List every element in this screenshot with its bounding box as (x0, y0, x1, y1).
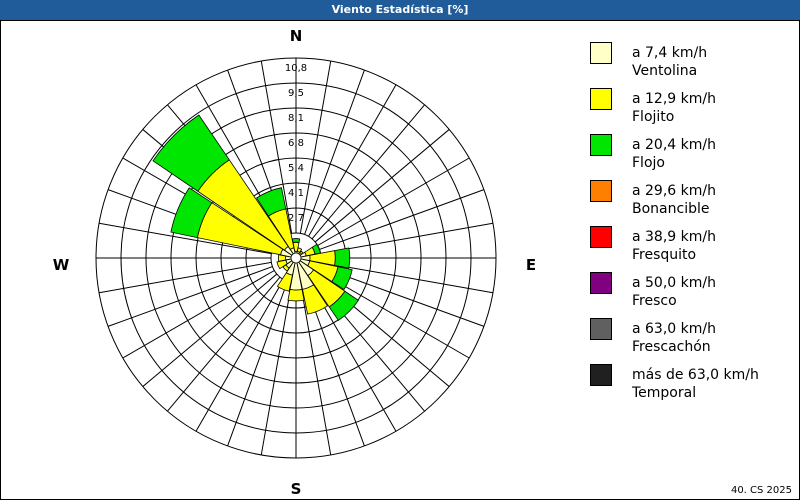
grid-spoke (107, 266, 273, 327)
legend-item-bonancible: a 29,6 km/h Bonancible (590, 180, 795, 226)
grid-spoke (320, 261, 494, 294)
legend-item-fresquito: a 38,9 km/h Fresquito (590, 226, 795, 272)
grid-spoke (98, 261, 272, 294)
legend-swatch (590, 226, 612, 248)
legend-item-ventolina: a 7,4 km/h Ventolina (590, 42, 795, 88)
legend-name: Fresquito (632, 247, 697, 263)
grid-spoke (260, 282, 293, 456)
petal-ESE-flojo (331, 266, 353, 291)
grid-spoke (314, 129, 450, 243)
radial-tick-label: 4,1 (288, 188, 304, 199)
legend-name: Temporal (632, 385, 697, 401)
grid-spoke (308, 84, 397, 237)
grid-spoke (311, 104, 425, 240)
petal-NNE-flojito (296, 247, 303, 253)
grid-spoke (304, 69, 365, 235)
petal-NNW-flojo (256, 187, 287, 217)
legend-swatch (590, 42, 612, 64)
window-title: Viento Estadística [%] (0, 0, 800, 20)
legend-item-frescachon: a 63,0 km/h Frescachón (590, 318, 795, 364)
petal-WNW-flojo (170, 187, 213, 239)
wind-petals (152, 114, 359, 321)
legend-swatch (590, 134, 612, 156)
petal-NW-flojo (152, 114, 230, 192)
legend-item-temporal: más de 63,0 km/h Temporal (590, 364, 795, 410)
legend-range: a 38,9 km/h (632, 229, 716, 245)
legend-range: a 7,4 km/h (632, 45, 708, 61)
grid-spoke (299, 60, 332, 234)
radial-tick-label: 8,1 (288, 113, 304, 124)
legend-swatch (590, 272, 612, 294)
legend-swatch (590, 88, 612, 110)
radial-tick-labels: 10,8 9,5 8,1 6,8 5,4 4,1 2,7 (285, 63, 307, 224)
legend: a 7,4 km/h Ventolina a 12,9 km/h Flojito… (590, 42, 795, 410)
petal-S-flojito (287, 289, 305, 302)
radial-tick-label: 10,8 (285, 63, 307, 74)
compass-label-east: E (526, 256, 536, 274)
grid-spoke (319, 189, 485, 250)
legend-range: a 29,6 km/h (632, 183, 716, 199)
legend-name: Flojito (632, 109, 675, 125)
petal-WSW-flojito (276, 259, 288, 270)
grid-spoke (167, 276, 281, 412)
grid-spoke (320, 222, 494, 255)
compass-label-west: W (53, 256, 70, 274)
legend-name: Flojo (632, 155, 665, 171)
legend-range: a 63,0 km/h (632, 321, 716, 337)
legend-item-flojito: a 12,9 km/h Flojito (590, 88, 795, 134)
legend-range: más de 63,0 km/h (632, 367, 759, 383)
grid-spoke (195, 279, 284, 432)
legend-swatch (590, 318, 612, 340)
grid-spoke (260, 60, 293, 234)
legend-item-fresco: a 50,0 km/h Fresco (590, 272, 795, 318)
legend-swatch (590, 180, 612, 202)
radial-tick-label: 2,7 (288, 213, 304, 224)
legend-range: a 20,4 km/h (632, 137, 716, 153)
grid-spoke (317, 157, 470, 246)
grid-spoke (299, 282, 332, 456)
petal-E-flojo (334, 247, 351, 269)
grid-spoke (122, 270, 275, 359)
compass-label-north: N (290, 27, 303, 45)
legend-name: Frescachón (632, 339, 711, 355)
radial-tick-label: 9,5 (288, 88, 304, 99)
legend-swatch (590, 364, 612, 386)
legend-name: Fresco (632, 293, 677, 309)
legend-range: a 50,0 km/h (632, 275, 716, 291)
grid-spoke (227, 281, 288, 447)
legend-name: Ventolina (632, 63, 698, 79)
petal-SE-flojo (328, 290, 359, 321)
petal-N-flojo (291, 238, 301, 243)
compass-label-south: S (291, 480, 302, 498)
legend-range: a 12,9 km/h (632, 91, 716, 107)
petal-SSE-flojito (302, 284, 329, 315)
legend-name: Bonancible (632, 201, 710, 217)
radial-tick-label: 6,8 (288, 138, 304, 149)
legend-item-flojo: a 20,4 km/h Flojo (590, 134, 795, 180)
grid-spoke (142, 273, 278, 387)
petal-SSW-flojito (276, 272, 293, 292)
grid-spoke (98, 222, 272, 255)
footer-text: 40. CS 2025 (730, 485, 792, 496)
radial-tick-label: 5,4 (288, 163, 304, 174)
